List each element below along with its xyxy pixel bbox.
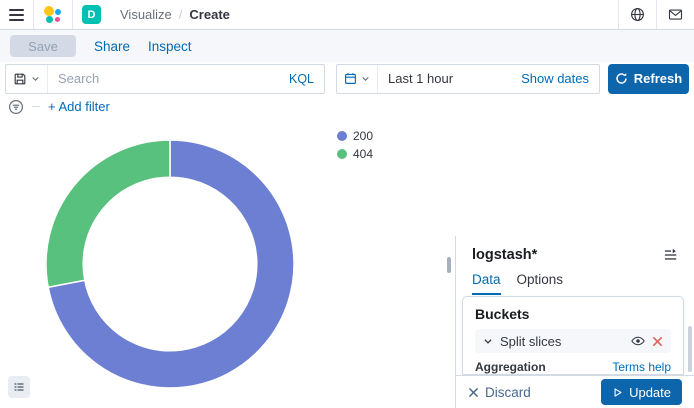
donut-chart[interactable] [42,136,298,392]
menu-button[interactable] [0,0,34,29]
close-icon [468,387,479,398]
help-menu-button[interactable] [618,0,656,29]
buckets-title: Buckets [475,306,530,322]
chevron-down-icon [361,74,370,83]
saved-query-menu-button[interactable] [6,64,48,93]
filter-divider [32,106,40,107]
date-quick-menu-button[interactable] [337,64,378,93]
panel-footer: Discard Update [456,375,694,408]
legend-item[interactable]: 404 [337,147,373,161]
filter-icon[interactable] [8,99,24,115]
legend-item[interactable]: 200 [337,129,373,143]
update-button[interactable]: Update [601,379,682,405]
chevron-down-icon [483,336,493,346]
collapse-panel-icon[interactable] [664,248,678,262]
list-icon [13,381,25,393]
breadcrumb-current: Create [189,7,230,22]
share-button[interactable]: Share [94,38,131,54]
save-button[interactable]: Save [10,35,76,57]
tab-data[interactable]: Data [472,272,501,295]
donut-slice-200[interactable] [47,139,295,389]
show-dates-button[interactable]: Show dates [521,71,589,86]
panel-scrollbar[interactable] [688,326,692,372]
panel-tabs: Data Options [456,272,694,295]
play-icon [612,387,623,398]
query-bar: KQL [5,63,325,94]
date-picker: Last 1 hour Show dates [336,63,600,94]
bucket-type-label: Split slices [500,333,562,349]
config-panel: logstash* Data Options Buckets Split sli… [455,236,694,408]
chevron-down-icon [31,74,40,83]
top-header: D Visualize / Create [0,0,694,30]
calendar-icon [344,72,357,85]
terms-help-link[interactable]: Terms help [612,360,671,374]
legend-dot [337,131,347,141]
newsfeed-button[interactable] [656,0,694,29]
space-selector[interactable]: D [73,0,110,29]
app-toolbar: Save Share Inspect [0,30,694,62]
elastic-logo-icon [43,5,63,25]
discard-button[interactable]: Discard [468,385,531,400]
legend-label: 200 [353,129,374,143]
query-language-button[interactable]: KQL [288,71,314,86]
discard-label: Discard [485,384,531,400]
hamburger-icon [9,8,24,21]
mail-icon [668,7,683,22]
globe-icon [630,7,645,22]
panel-resize-handle[interactable] [447,257,451,273]
breadcrumb-section[interactable]: Visualize [120,7,172,22]
breadcrumb-separator: / [178,7,183,22]
legend-toggle-button[interactable] [8,376,30,398]
refresh-label: Refresh [633,71,683,86]
breadcrumb: Visualize / Create [110,0,230,29]
visualization-area: 200 404 logstash* Data Options [0,118,694,408]
query-row: KQL Last 1 hour Show dates Refresh [0,62,694,95]
eye-icon[interactable] [631,334,645,348]
donut-slice-404[interactable] [45,139,171,289]
refresh-button[interactable]: Refresh [608,63,689,94]
legend-label: 404 [353,147,374,161]
legend-dot [337,149,347,159]
tab-options[interactable]: Options [516,272,564,287]
aggregation-label: Aggregation [475,360,546,374]
refresh-icon [615,72,628,85]
filter-bar: + Add filter [0,95,694,118]
buckets-card: Buckets Split slices Aggregation [462,296,684,375]
chart-legend: 200 404 [337,129,373,161]
add-filter-button[interactable]: + Add filter [48,99,110,114]
space-badge: D [82,5,101,24]
split-slices-row[interactable]: Split slices [475,329,671,353]
time-range-value[interactable]: Last 1 hour [388,71,454,86]
update-label: Update [629,384,671,400]
aggregation-group: Aggregation Terms help Terms [475,360,671,374]
save-query-icon [13,72,27,86]
index-pattern-title: logstash* [472,247,538,263]
home-button[interactable] [34,0,73,29]
inspect-button[interactable]: Inspect [148,38,192,54]
remove-bucket-icon[interactable] [652,336,663,347]
search-input[interactable] [48,64,279,93]
